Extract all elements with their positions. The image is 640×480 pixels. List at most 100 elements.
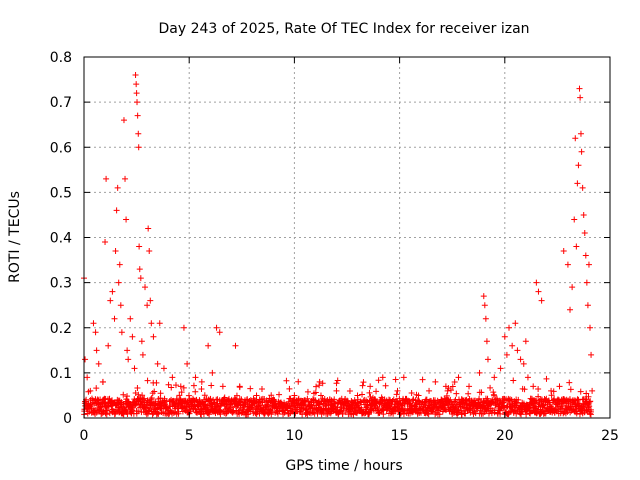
floor-point (553, 407, 560, 414)
y-tick-label: 0.5 (50, 185, 72, 201)
floor-point (523, 411, 530, 418)
floor-point (155, 410, 162, 417)
data-point (588, 351, 595, 358)
x-tick-label: 0 (80, 428, 89, 444)
floor-point (93, 385, 100, 392)
data-point (432, 378, 439, 385)
chart-title: Day 243 of 2025, Rate Of TEC Index for r… (158, 21, 529, 37)
data-points (81, 72, 596, 403)
data-point (524, 374, 531, 381)
y-tick-labels: 0 0.1 0.2 0.3 0.4 0.5 0.6 0.7 0.8 (50, 50, 72, 427)
floor-point (449, 383, 456, 390)
data-point (426, 387, 433, 394)
floor-point (238, 396, 245, 403)
data-point (114, 184, 121, 191)
data-point (560, 248, 567, 255)
y-axis-label: ROTI / TECUs (7, 191, 23, 283)
data-point (512, 320, 519, 327)
floor-point (453, 390, 460, 397)
data-point (535, 288, 542, 295)
data-point (113, 207, 120, 214)
data-point (564, 261, 571, 268)
floor-point (185, 392, 192, 399)
data-point (503, 351, 510, 358)
axis-ticks (83, 56, 611, 419)
data-point (198, 378, 205, 385)
x-tick-labels: 0 5 10 15 20 25 (80, 428, 619, 444)
data-point (144, 302, 151, 309)
data-point (129, 333, 136, 340)
data-point (219, 383, 226, 390)
floor-point (153, 379, 160, 386)
floor-point (471, 408, 478, 415)
floor-point (442, 406, 449, 413)
grid-lines (84, 57, 610, 418)
floor-point (359, 391, 366, 398)
floor-point (148, 395, 155, 402)
floor-point (172, 382, 179, 389)
data-point (116, 261, 123, 268)
floor-point (122, 407, 129, 414)
floor-point (269, 408, 276, 415)
floor-point (170, 409, 177, 416)
floor-point (583, 390, 590, 397)
data-point (236, 383, 243, 390)
data-point (135, 130, 142, 137)
data-point (415, 392, 422, 399)
floor-point (120, 391, 127, 398)
floor-point (201, 392, 208, 399)
data-point (133, 90, 140, 97)
data-point (184, 360, 191, 367)
floor-point (198, 385, 205, 392)
data-point (160, 365, 167, 372)
data-point (575, 162, 582, 169)
floor-point (487, 384, 494, 391)
floor-point (521, 386, 528, 393)
data-point (120, 117, 127, 124)
floor-point (319, 380, 326, 387)
floor-point (328, 397, 335, 404)
data-point (501, 333, 508, 340)
data-point (213, 324, 220, 331)
floor-point (510, 377, 517, 384)
floor-point (97, 404, 104, 411)
data-point (522, 338, 529, 345)
floor-point (490, 391, 497, 398)
data-point (587, 324, 594, 331)
data-point (480, 293, 487, 300)
data-point (84, 374, 91, 381)
data-point (574, 180, 581, 187)
floor-point (333, 380, 340, 387)
floor-point (451, 379, 458, 386)
data-point (148, 320, 155, 327)
data-point (135, 144, 142, 151)
floor-point (221, 394, 228, 401)
data-point (466, 383, 473, 390)
floor-point (135, 408, 142, 415)
data-point (379, 374, 386, 381)
data-point (571, 216, 578, 223)
floor-point (334, 377, 341, 384)
data-point (367, 383, 374, 390)
data-point (580, 211, 587, 218)
floor-point (180, 384, 187, 391)
data-point (139, 351, 146, 358)
floor-point (327, 401, 334, 408)
floor-point (573, 410, 580, 417)
floor-point (283, 377, 290, 384)
data-point (517, 356, 524, 363)
floor-point (190, 382, 197, 389)
data-point (177, 383, 184, 390)
data-point (548, 387, 555, 394)
floor-point (201, 401, 208, 408)
data-point (122, 175, 129, 182)
floor-point (176, 392, 183, 399)
floor-point (207, 396, 214, 403)
data-point (569, 284, 576, 291)
x-axis-label: GPS time / hours (285, 458, 402, 474)
floor-point (147, 396, 154, 403)
floor-point (383, 407, 390, 414)
data-point (90, 320, 97, 327)
floor-point (124, 393, 131, 400)
y-tick-label: 0.7 (50, 95, 72, 111)
